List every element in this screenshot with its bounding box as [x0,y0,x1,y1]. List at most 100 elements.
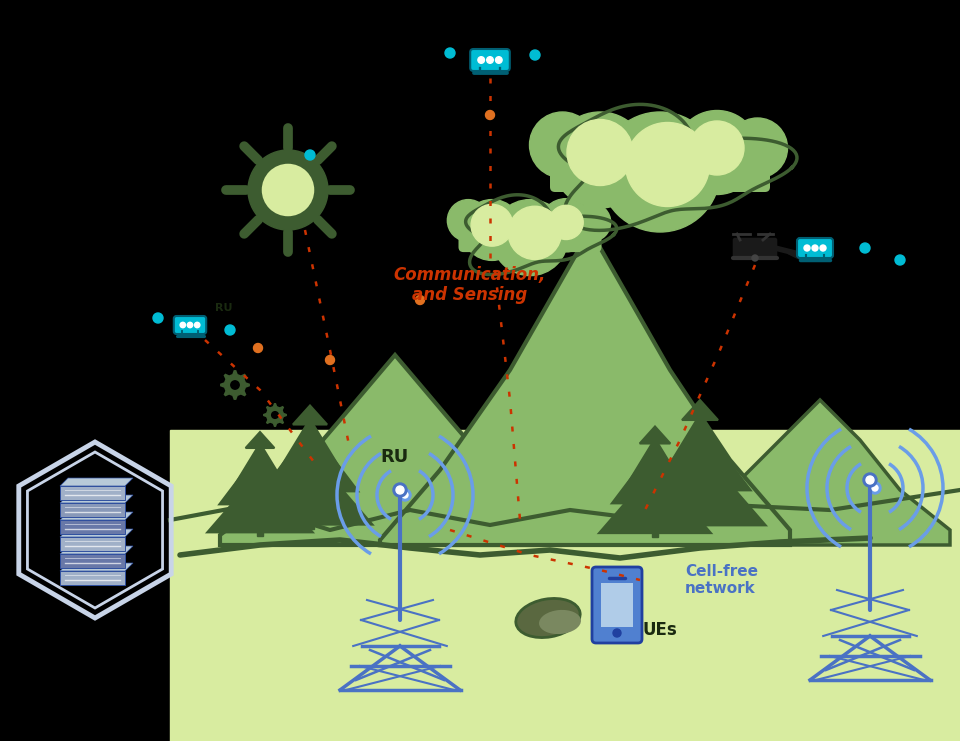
Circle shape [812,245,818,251]
Circle shape [272,412,278,419]
Polygon shape [283,413,287,417]
Circle shape [180,322,185,328]
FancyBboxPatch shape [797,238,833,258]
Circle shape [478,57,485,63]
Polygon shape [208,472,312,532]
Polygon shape [293,405,327,425]
Polygon shape [380,230,790,545]
Circle shape [863,473,877,487]
Polygon shape [220,382,225,388]
Text: RU: RU [380,448,408,466]
Polygon shape [639,427,670,444]
Bar [60,486,125,500]
Circle shape [447,199,490,242]
Polygon shape [232,444,288,490]
Circle shape [399,489,411,501]
Bar [60,554,125,568]
Polygon shape [635,450,765,525]
Polygon shape [232,370,238,375]
Circle shape [549,205,584,239]
Circle shape [225,374,246,396]
Polygon shape [224,373,229,379]
Circle shape [402,492,408,498]
Circle shape [752,255,758,261]
Circle shape [486,110,494,119]
Polygon shape [220,451,300,504]
Circle shape [530,112,595,178]
Circle shape [530,50,540,60]
Polygon shape [60,512,133,520]
FancyBboxPatch shape [592,567,642,643]
Polygon shape [249,453,372,524]
Bar [306,510,314,529]
Circle shape [552,112,648,208]
Polygon shape [262,428,357,491]
Circle shape [860,243,870,253]
Polygon shape [625,439,684,488]
Circle shape [230,381,239,389]
Circle shape [471,205,513,246]
Polygon shape [266,419,271,424]
Circle shape [267,407,283,423]
Circle shape [260,162,316,218]
Circle shape [573,203,611,242]
Circle shape [804,245,810,251]
Polygon shape [60,529,133,537]
Circle shape [445,48,455,58]
Circle shape [508,206,562,259]
Polygon shape [232,396,238,400]
Polygon shape [224,391,229,396]
Polygon shape [170,430,960,741]
Circle shape [895,255,905,265]
Polygon shape [263,413,267,417]
Bar [60,520,125,534]
Polygon shape [60,546,133,554]
Text: RU: RU [215,303,232,313]
Circle shape [195,322,200,328]
FancyBboxPatch shape [470,49,510,71]
Circle shape [487,57,493,63]
FancyBboxPatch shape [550,128,770,192]
Polygon shape [276,419,344,474]
Polygon shape [220,355,560,545]
Circle shape [690,121,744,175]
Circle shape [416,296,424,305]
Polygon shape [266,406,271,411]
Polygon shape [273,403,277,407]
Circle shape [462,199,522,260]
Circle shape [675,110,759,194]
Bar [60,537,125,551]
Circle shape [187,322,193,328]
Polygon shape [60,478,133,486]
Bar [696,510,704,530]
Circle shape [153,313,163,323]
Polygon shape [680,400,950,545]
Circle shape [396,486,404,494]
Circle shape [872,485,878,491]
Circle shape [495,57,502,63]
Bar [60,571,125,585]
Polygon shape [600,469,710,533]
Polygon shape [246,432,275,448]
Ellipse shape [540,610,581,634]
Polygon shape [279,406,284,411]
Circle shape [305,150,315,160]
Circle shape [728,118,787,178]
Polygon shape [279,419,284,424]
Circle shape [820,245,826,251]
Circle shape [866,476,874,484]
Circle shape [325,356,334,365]
Bar [652,520,659,537]
Polygon shape [246,382,250,388]
FancyBboxPatch shape [174,316,206,334]
Polygon shape [60,495,133,503]
Bar [60,503,125,517]
Circle shape [613,629,621,637]
Circle shape [600,112,720,232]
FancyBboxPatch shape [732,237,778,259]
Polygon shape [650,424,750,490]
Circle shape [626,122,709,207]
Circle shape [253,344,262,353]
Polygon shape [665,415,735,473]
Circle shape [225,325,235,335]
